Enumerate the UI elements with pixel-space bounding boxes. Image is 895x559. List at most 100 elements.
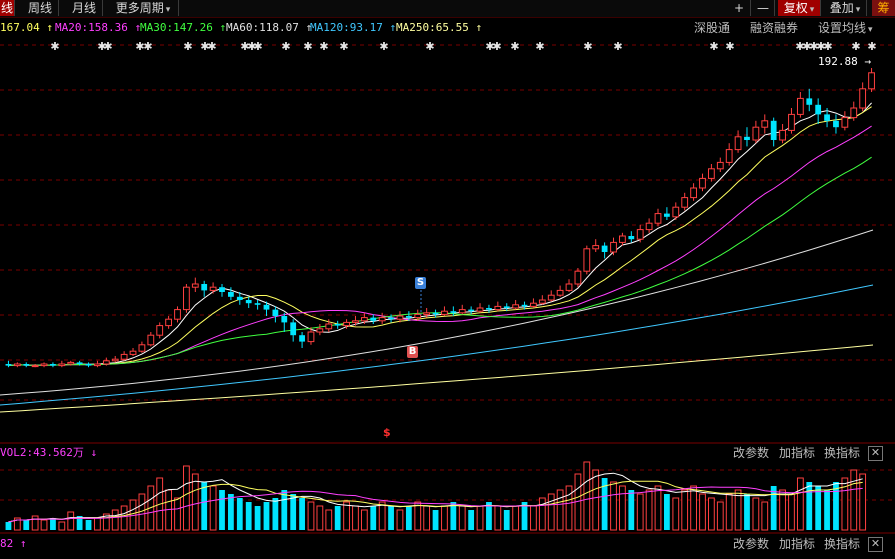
overlay-label: 叠加 xyxy=(829,1,854,15)
second-indicator-header: 82 ↑ xyxy=(0,537,27,550)
volume-bar xyxy=(583,461,591,531)
volume-bar xyxy=(85,520,92,530)
candle-body xyxy=(530,302,537,307)
volume-bar xyxy=(405,506,412,530)
candle-body xyxy=(388,317,394,320)
signal-star: ✱ xyxy=(535,40,544,53)
chip-button-partial[interactable]: 筹 xyxy=(872,0,895,16)
close-icon[interactable]: ✕ xyxy=(868,446,883,461)
volume-ma-lines xyxy=(8,472,863,523)
volume-bar xyxy=(219,490,225,530)
volume-bar xyxy=(744,494,750,530)
ma-line xyxy=(0,284,874,406)
candle-body xyxy=(734,136,742,151)
candle-body xyxy=(272,309,279,316)
volume-bar xyxy=(325,509,333,531)
volume-bar xyxy=(565,485,573,531)
volume-bar xyxy=(681,489,689,531)
fq-label: 复权 xyxy=(783,1,808,15)
up-arrow-icon: ↑ xyxy=(475,21,483,34)
volume-bar xyxy=(725,493,733,531)
candle-body xyxy=(681,197,689,208)
candle-body xyxy=(254,303,261,305)
switch-indicator-link[interactable]: 换指标 xyxy=(824,446,861,460)
volume-bar xyxy=(50,518,56,530)
volume-bar xyxy=(654,485,662,531)
volume-bar xyxy=(699,493,706,531)
volume-bar xyxy=(263,502,270,530)
candle-body xyxy=(494,305,502,311)
tab-more-periods[interactable]: 更多周期 ▾ xyxy=(108,0,179,16)
volume-bar xyxy=(191,473,199,531)
signal-star: ✱ xyxy=(247,40,256,53)
candle-body xyxy=(761,120,769,128)
up-arrow-icon: ↑ xyxy=(219,21,227,34)
candle-body xyxy=(102,360,110,365)
volume-bar xyxy=(512,505,520,531)
volume-bar xyxy=(334,506,341,530)
signal-star: ✱ xyxy=(809,40,818,53)
volume-bar xyxy=(806,482,813,530)
candle-body xyxy=(334,324,341,326)
tab-weekly-label: 周线 xyxy=(27,1,52,15)
candle-body xyxy=(13,363,21,367)
volume-bar xyxy=(494,505,502,531)
tab-monthly-label: 月线 xyxy=(71,1,96,15)
add-indicator-link-2[interactable]: 加指标 xyxy=(779,537,816,551)
volume-bar xyxy=(690,485,697,531)
signal-star: ✱ xyxy=(207,40,216,53)
signal-markers: ✱ ✱✱ ✱✱ ✱ ✱✱ ✱✱✱ ✱ ✱ ✱ ✱ ✱ ✱ ✱✱ ✱ ✱ ✱ ✱ ✱ ✱ ✱✱✱✱✱ ✱ ✱ xyxy=(50,40,877,315)
candle-body xyxy=(432,312,439,315)
candle-body xyxy=(352,320,359,323)
volume-bar xyxy=(486,502,492,530)
signal-star: ✱ xyxy=(725,40,734,53)
signal-star: ✱ xyxy=(492,40,501,53)
volume-bar xyxy=(174,497,181,531)
zoom-in-button[interactable]: + xyxy=(728,0,751,16)
chevron-down-icon: ▾ xyxy=(855,5,861,15)
volume-bar xyxy=(664,494,670,530)
candle-body xyxy=(396,315,404,320)
switch-indicator-link-2[interactable]: 换指标 xyxy=(824,537,861,551)
add-indicator-link[interactable]: 加指标 xyxy=(779,446,816,460)
down-arrow-icon: ↓ xyxy=(90,446,98,459)
volume-ma-line xyxy=(8,486,863,523)
fq-button[interactable]: 复权 ▾ xyxy=(778,0,821,16)
ma-line xyxy=(8,156,872,367)
params-link[interactable]: 改参数 xyxy=(733,446,770,460)
signal-star: ✱ xyxy=(613,40,622,53)
overlay-button[interactable]: 叠加 ▾ xyxy=(824,0,867,16)
signal-star: ✱ xyxy=(281,40,290,53)
ma-settings-link[interactable]: 设置均线 ▾ xyxy=(818,20,873,38)
chevron-down-icon: ▾ xyxy=(809,5,815,15)
candle-body xyxy=(5,364,12,366)
ma-value-0: 167.04 ↑ xyxy=(0,21,53,34)
candle-body xyxy=(423,312,431,315)
arrow-right-icon: → xyxy=(864,55,871,68)
candle-body xyxy=(654,213,662,224)
volume-bar xyxy=(76,516,83,530)
candle-body xyxy=(824,114,830,121)
volume-bar xyxy=(23,520,30,530)
volume-bar xyxy=(645,489,653,531)
tab-partial-left[interactable]: 线 xyxy=(0,0,15,16)
sell-marker[interactable]: S xyxy=(415,277,426,289)
volume-bar xyxy=(316,505,324,531)
dollar-marker[interactable]: $ xyxy=(383,426,391,439)
signal-star: ✱ xyxy=(795,40,804,53)
candle-body xyxy=(610,241,617,253)
tab-monthly[interactable]: 月线 xyxy=(66,0,103,16)
margin-trading-link[interactable]: 融资融券 xyxy=(750,21,799,35)
params-link-2[interactable]: 改参数 xyxy=(733,537,770,551)
tab-weekly[interactable]: 周线 xyxy=(22,0,59,16)
close-icon[interactable]: ✕ xyxy=(868,537,883,552)
candle-body xyxy=(592,245,600,250)
signal-star: ✱ xyxy=(485,40,494,53)
volume-bar xyxy=(13,517,21,531)
volume-bar xyxy=(850,469,858,531)
ma-line xyxy=(8,106,872,367)
hk-connect-link[interactable]: 深股通 xyxy=(694,21,731,35)
zoom-out-button[interactable]: — xyxy=(752,0,775,16)
buy-marker[interactable]: B xyxy=(407,346,418,358)
